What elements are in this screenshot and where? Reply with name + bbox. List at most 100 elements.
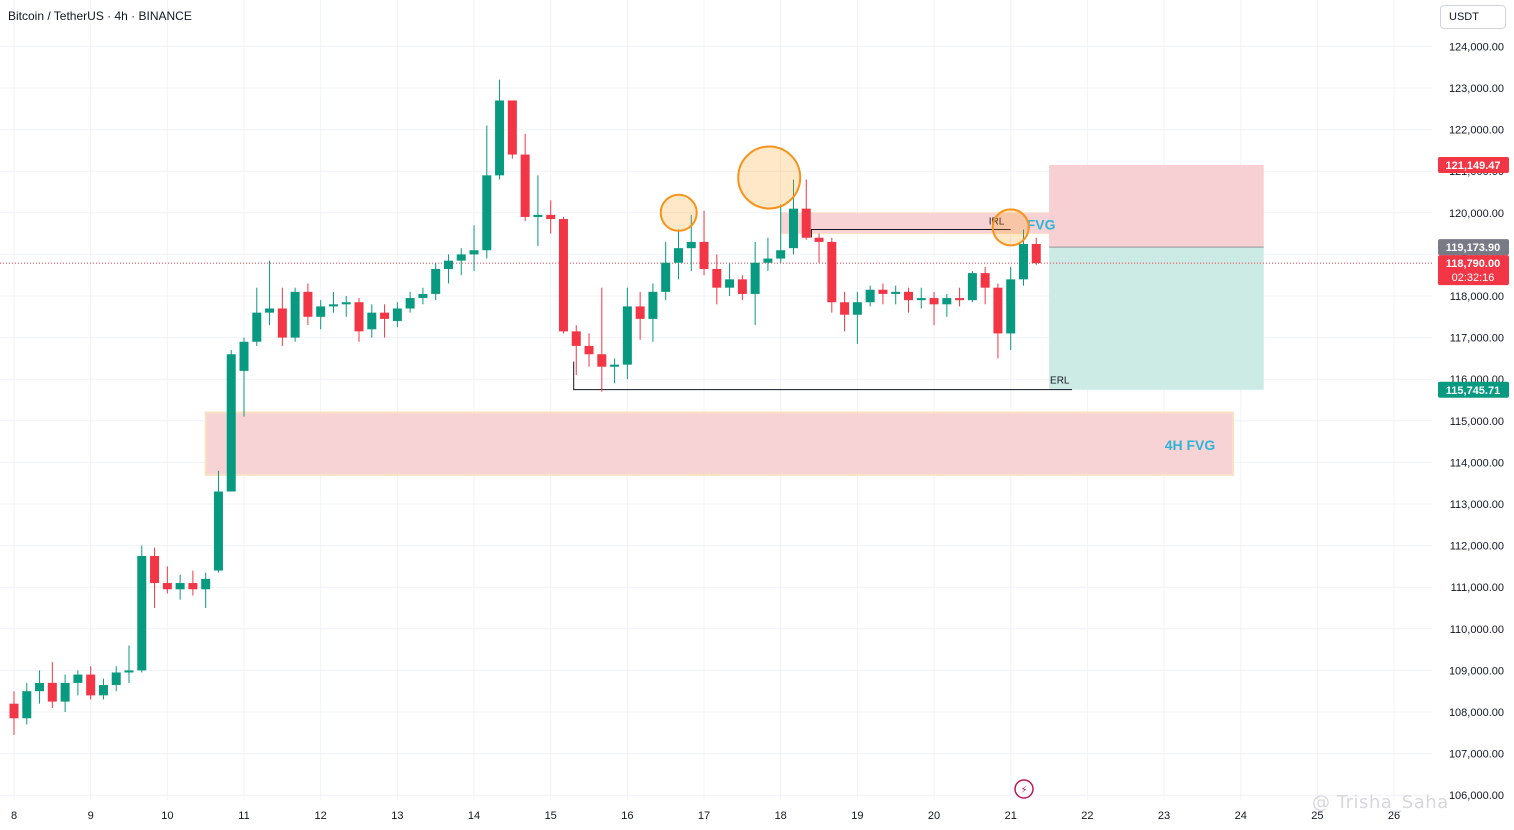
date-tick-label: 13 <box>391 810 403 822</box>
price-tick-label: 106,000.00 <box>1449 790 1504 802</box>
fvg-4h-zone <box>204 411 1235 476</box>
date-tick-label: 16 <box>621 810 633 822</box>
candle-body-down <box>354 302 364 332</box>
erl-label: ERL <box>1050 376 1070 387</box>
fvg-label: FVG <box>1027 217 1056 233</box>
price-badge-text: 121,149.47 <box>1445 160 1500 172</box>
candle-body-up <box>725 279 735 288</box>
candle-body-up <box>673 248 683 263</box>
candle-body-down <box>571 331 581 346</box>
candle-body-down <box>903 291 913 301</box>
candle-body-up <box>431 268 441 294</box>
candle-body-down <box>878 289 888 294</box>
candle-body-down <box>955 298 965 301</box>
price-badge <box>1438 156 1509 173</box>
candle-body-up <box>852 302 862 315</box>
candle-body-down <box>86 674 96 696</box>
candle-body-up <box>35 682 45 692</box>
stop-loss-zone <box>1049 164 1264 248</box>
highlight-circle <box>991 208 1030 247</box>
candle-body-up <box>418 293 428 299</box>
highlight-circle <box>737 145 802 210</box>
lightning-event-icon <box>1014 779 1034 799</box>
chart-title: Bitcoin / TetherUS · 4h · BINANCE <box>8 9 192 23</box>
candle-body-up <box>111 672 121 685</box>
price-tick-label: 108,000.00 <box>1449 707 1504 719</box>
candle-body-down <box>597 354 607 367</box>
erl-line <box>573 361 1073 391</box>
candle-body-up <box>763 258 773 263</box>
candle-body-down <box>584 345 594 355</box>
take-profit-zone <box>1049 247 1264 390</box>
candle-body-up <box>60 682 70 702</box>
candle-body-down <box>277 308 287 338</box>
candle-body-down <box>47 682 57 702</box>
date-tick-label: 23 <box>1158 810 1170 822</box>
candle-body-up <box>392 308 402 321</box>
date-tick-label: 22 <box>1081 810 1093 822</box>
candle-body-up <box>367 312 377 330</box>
date-tick-label: 9 <box>88 810 94 822</box>
lightning-glyph: ⚡ <box>1020 785 1027 796</box>
grid <box>0 0 1432 800</box>
candle-body-down <box>699 241 709 269</box>
date-tick-label: 12 <box>315 810 327 822</box>
candle-body-up <box>1006 279 1016 334</box>
candle-body-up <box>469 250 479 255</box>
price-badge-countdown: 02:32:16 <box>1452 272 1495 284</box>
candles <box>9 79 1041 735</box>
date-tick-label: 8 <box>11 810 17 822</box>
candle-body-up <box>495 100 505 176</box>
price-tick-label: 113,000.00 <box>1450 499 1504 511</box>
date-tick-label: 25 <box>1311 810 1323 822</box>
candle-body-down <box>150 556 160 584</box>
candle-body-down <box>712 268 722 288</box>
date-tick-label: 21 <box>1005 810 1017 822</box>
candle-body-down <box>520 154 530 217</box>
date-tick-label: 10 <box>161 810 173 822</box>
candle-body-down <box>814 237 824 242</box>
candle-body-up <box>252 312 262 342</box>
price-badge-text: 115,745.71 <box>1446 385 1500 397</box>
candle-body-up <box>226 354 236 492</box>
price-tick-label: 111,000.00 <box>1451 582 1504 594</box>
candle-body-up <box>942 298 952 305</box>
candle-body-up <box>175 583 185 590</box>
price-tick-label: 112,000.00 <box>1450 541 1504 553</box>
candle-body-up <box>290 291 300 338</box>
price-badge <box>1438 381 1509 398</box>
candle-body-up <box>776 250 786 259</box>
price-tick-label: 109,000.00 <box>1449 665 1504 677</box>
candle-body-down <box>993 287 1003 334</box>
date-tick-label: 18 <box>775 810 787 822</box>
candle-body-down <box>929 298 939 305</box>
price-axis: 106,000.00 107,000.00 108,000.00 109,000.00… <box>1432 0 1514 830</box>
date-tick-label: 15 <box>545 810 557 822</box>
candle-body-up <box>213 491 223 571</box>
candle-body-up <box>648 291 658 319</box>
candle-body-up <box>341 302 351 305</box>
currency-button[interactable]: USDT <box>1440 5 1506 29</box>
candle-body-down <box>303 291 313 317</box>
candle-body-up <box>137 556 147 671</box>
candle-body-down <box>558 219 568 332</box>
candle-body-up <box>865 289 875 303</box>
candle-body-down <box>1031 244 1041 264</box>
candle-body-up <box>443 260 453 269</box>
candle-body-down <box>840 302 850 315</box>
candle-body-down <box>635 306 645 319</box>
candle-body-up <box>22 691 32 719</box>
highlight-circle <box>659 193 698 232</box>
date-tick-label: 20 <box>928 810 940 822</box>
price-badge-text: 118,790.00 <box>1446 258 1500 270</box>
price-tick-label: 124,000.00 <box>1449 41 1504 53</box>
watermark: @ Trisha_Saha <box>1312 792 1449 813</box>
candle-body-down <box>162 583 172 590</box>
irl-line <box>810 228 1011 238</box>
candle-body-up <box>124 670 134 673</box>
candle-body-down <box>980 273 990 288</box>
date-tick-label: 26 <box>1388 810 1400 822</box>
candle-body-up <box>686 241 696 249</box>
